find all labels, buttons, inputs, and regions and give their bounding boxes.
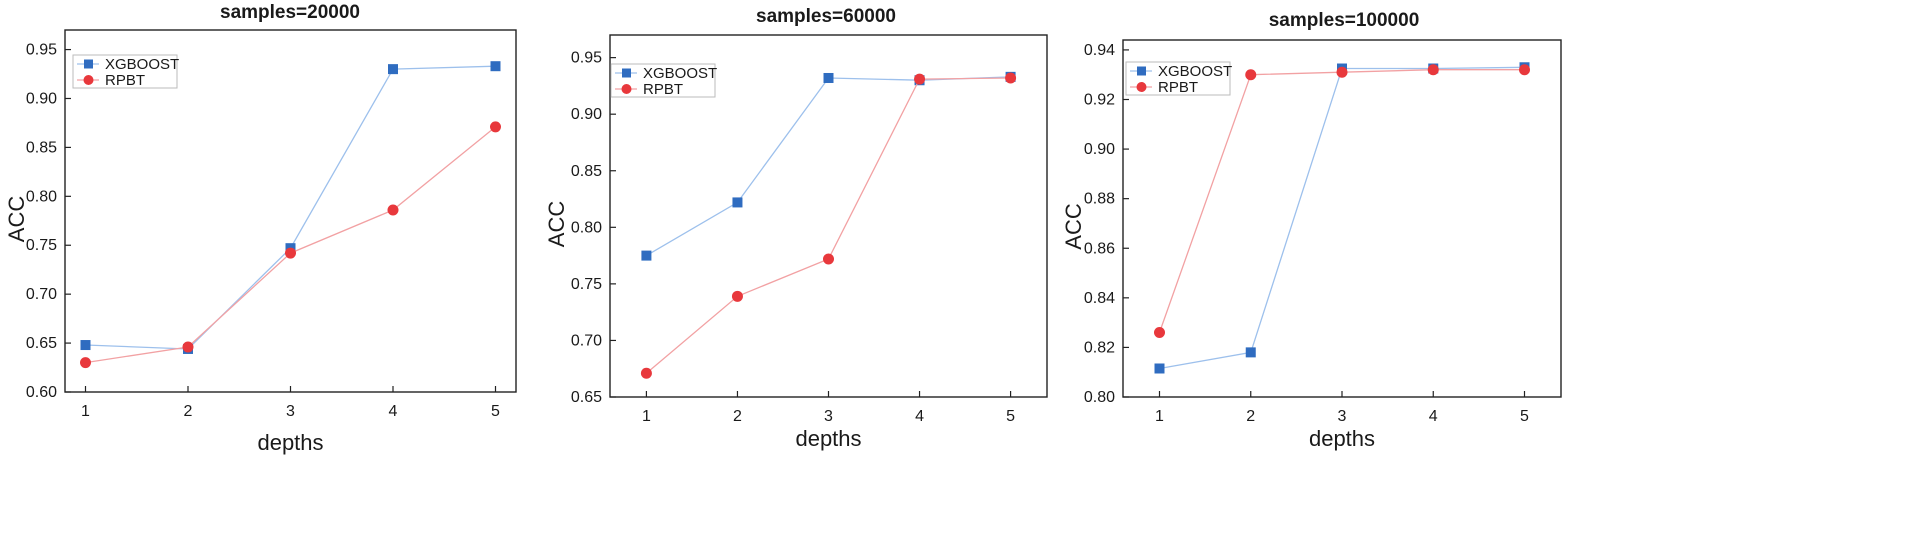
y-tick-label: 0.92	[1084, 92, 1115, 109]
x-tick-label: 5	[1006, 408, 1015, 425]
data-point-xgboost	[823, 72, 834, 83]
data-point-rpbt	[387, 204, 399, 216]
y-tick-label: 0.90	[1084, 141, 1115, 158]
data-point-rpbt	[823, 253, 834, 265]
data-point-rpbt	[731, 290, 743, 302]
x-tick-label: 5	[1520, 408, 1529, 425]
data-point-rpbt	[490, 121, 501, 133]
x-tick-label: 2	[184, 403, 193, 420]
series-line-xgboost	[646, 76, 1011, 257]
chart-title: samples=60000	[756, 6, 896, 27]
legend-label-rpbt: RPBT	[105, 72, 145, 89]
y-tick-label: 0.75	[26, 237, 57, 254]
legend-circle-marker	[1136, 82, 1147, 92]
data-point-rpbt	[1336, 66, 1348, 78]
legend-square-marker	[1137, 66, 1146, 76]
x-tick-label: 1	[642, 408, 651, 425]
chart-panel-1: samples=20000 0.60 0.65 0.70 0.75 0.80 0.85 0.9…	[4, 2, 517, 455]
data-point-xgboost	[490, 61, 501, 72]
data-point-rpbt	[1005, 72, 1017, 84]
x-tick-label: 2	[733, 408, 742, 425]
series-line-xgboost	[85, 65, 496, 350]
x-tick-label: 2	[1246, 408, 1255, 425]
x-tick-label: 1	[1155, 408, 1164, 425]
legend-square-marker	[622, 68, 631, 78]
series-line-rpbt	[1158, 69, 1525, 333]
y-tick-label: 0.94	[1084, 42, 1115, 59]
x-axis-label: depths	[795, 426, 861, 451]
data-point-xgboost	[732, 197, 743, 208]
y-tick-label: 0.60	[26, 384, 57, 401]
data-point-rpbt	[1245, 69, 1257, 81]
y-tick-label: 0.85	[26, 139, 57, 156]
x-tick-label: 3	[1338, 408, 1347, 425]
legend-label-xgboost: XGBOOST	[105, 56, 179, 73]
y-tick-label: 0.82	[1084, 339, 1115, 356]
x-axis-label: depths	[1309, 426, 1375, 451]
data-point-xgboost	[80, 340, 91, 351]
y-tick-label: 0.95	[571, 50, 602, 67]
y-tick-label: 0.75	[571, 276, 602, 293]
x-axis-label: depths	[257, 430, 323, 455]
legend-label-rpbt: RPBT	[1158, 79, 1198, 96]
data-point-rpbt	[182, 341, 194, 353]
series-line-xgboost	[1159, 66, 1525, 370]
data-point-rpbt	[80, 357, 91, 369]
y-axis-label: ACC	[4, 196, 29, 243]
data-point-xgboost	[641, 250, 652, 261]
x-tick-label: 3	[286, 403, 295, 420]
y-tick-label: 0.80	[571, 219, 602, 236]
y-axis-label: ACC	[544, 201, 569, 248]
y-tick-label: 0.90	[26, 90, 57, 107]
x-tick-label: 3	[824, 408, 833, 425]
chart-panel-3: samples=100000 0.80 0.82 0.84 0.86 0.88 0.90 0.…	[1061, 10, 1562, 451]
y-tick-label: 0.80	[26, 188, 57, 205]
y-tick-label: 0.65	[26, 335, 57, 352]
legend-square-marker	[84, 59, 93, 69]
y-tick-label: 0.88	[1084, 191, 1115, 208]
y-tick-label: 0.86	[1084, 240, 1115, 257]
data-point-rpbt	[1427, 64, 1439, 76]
legend-label-xgboost: XGBOOST	[643, 65, 717, 82]
data-point-xgboost	[388, 64, 398, 75]
y-tick-label: 0.85	[571, 163, 602, 180]
data-point-xgboost	[1154, 363, 1165, 374]
x-tick-label: 4	[915, 408, 924, 425]
data-point-rpbt	[1154, 327, 1165, 339]
y-tick-label: 0.90	[571, 106, 602, 123]
y-tick-label: 0.80	[1084, 389, 1115, 406]
x-tick-label: 5	[491, 403, 500, 420]
series-line-rpbt	[645, 77, 1011, 374]
y-tick-label: 0.95	[26, 42, 57, 59]
chart-title: samples=20000	[220, 2, 360, 23]
y-tick-label: 0.70	[571, 332, 602, 349]
data-point-xgboost	[1245, 347, 1256, 358]
chart-title: samples=100000	[1269, 10, 1420, 31]
legend-label-rpbt: RPBT	[643, 81, 683, 98]
y-axis-label: ACC	[1061, 203, 1086, 250]
legend-circle-marker	[621, 84, 632, 94]
x-tick-label: 4	[389, 403, 398, 420]
legend-label-xgboost: XGBOOST	[1158, 63, 1232, 80]
data-point-rpbt	[1519, 64, 1530, 76]
data-point-rpbt	[640, 367, 652, 379]
y-tick-label: 0.65	[571, 389, 602, 406]
chart-panel-2: samples=60000 0.65 0.70 0.75 0.80 0.85 0.90 0.9…	[544, 6, 1048, 451]
data-point-rpbt	[914, 73, 926, 85]
data-point-rpbt	[285, 247, 296, 259]
legend-circle-marker	[83, 75, 94, 85]
x-tick-label: 4	[1429, 408, 1438, 425]
y-tick-label: 0.70	[26, 286, 57, 303]
y-tick-label: 0.84	[1084, 290, 1115, 307]
x-tick-label: 1	[81, 403, 90, 420]
